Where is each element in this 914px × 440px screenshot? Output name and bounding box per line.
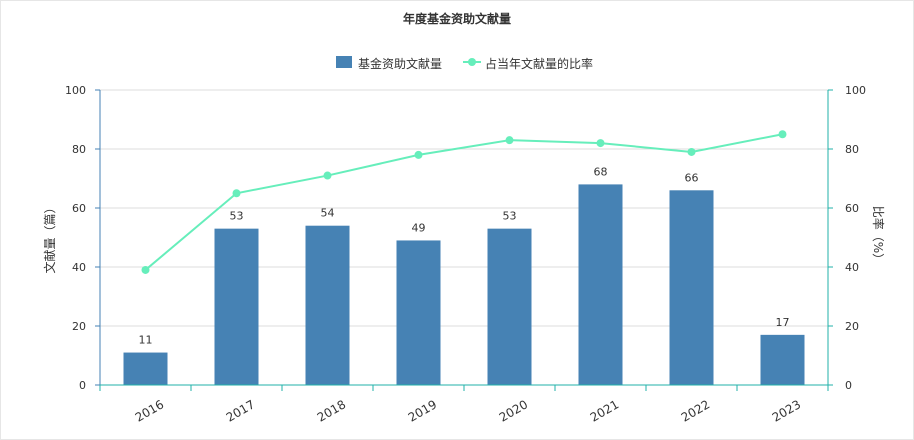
left-tick-label: 20	[72, 320, 86, 333]
bar	[214, 228, 259, 385]
left-axis-label: 文献量（篇）	[42, 201, 57, 273]
bar	[396, 240, 441, 385]
legend-line-label: 占当年文献量的比率	[485, 57, 594, 71]
ratio-point	[141, 265, 150, 274]
ratio-line	[144, 133, 783, 271]
bar	[123, 352, 168, 385]
x-axis-ticks: 2016 2017 2018 2019 2020 2021 2022 2023	[99, 385, 829, 425]
left-tick-label: 40	[72, 261, 86, 274]
left-axis-ticks: 0 20 40 60 80 100	[65, 84, 100, 392]
ratio-point	[687, 147, 696, 156]
bar	[669, 190, 714, 385]
left-tick-label: 0	[79, 379, 86, 392]
legend-bar-swatch	[336, 56, 352, 68]
ratio-point	[414, 150, 423, 159]
bar	[760, 334, 805, 385]
ratio-point	[505, 136, 514, 145]
ratio-point	[232, 189, 241, 198]
left-tick-label: 80	[72, 143, 86, 156]
bar-value-label: 66	[685, 171, 699, 184]
ratio-point	[778, 130, 787, 139]
right-tick-label: 0	[845, 379, 852, 392]
right-tick-label: 40	[845, 261, 859, 274]
line-series	[141, 130, 787, 274]
legend: 基金资助文献量 占当年文献量的比率	[0, 54, 914, 72]
x-tick-label: 2018	[315, 397, 348, 424]
right-tick-label: 20	[845, 320, 859, 333]
bar-value-label: 53	[230, 210, 244, 223]
x-tick-label: 2016	[133, 397, 166, 424]
right-tick-label: 60	[845, 202, 859, 215]
chart-title: 年度基金资助文献量	[402, 12, 511, 26]
ratio-point	[323, 171, 332, 180]
bar-value-label: 68	[594, 165, 608, 178]
legend-bar-label: 基金资助文献量	[358, 57, 443, 71]
bar-value-label: 53	[503, 210, 517, 223]
x-tick-label: 2017	[224, 397, 257, 424]
x-tick-label: 2022	[679, 397, 712, 424]
x-tick-label: 2021	[588, 397, 621, 424]
ratio-point	[596, 139, 605, 148]
right-axis-label: 比率（%）	[871, 206, 886, 265]
bar	[487, 228, 532, 385]
right-axis-ticks: 0 20 40 60 80 100	[828, 84, 866, 392]
legend-line-dot	[468, 58, 476, 66]
grid-lines	[100, 89, 828, 327]
bar-value-label: 11	[139, 334, 153, 347]
bar-value-label: 54	[321, 207, 335, 220]
x-tick-label: 2020	[497, 397, 530, 424]
x-tick-label: 2023	[770, 397, 803, 424]
bar-value-label: 17	[776, 316, 790, 329]
x-tick-label: 2019	[406, 397, 439, 424]
right-tick-label: 100	[845, 84, 866, 97]
bar-series	[123, 184, 805, 385]
bar-data-labels: 11 53 54 49 53 68 66 17	[139, 165, 790, 346]
left-tick-label: 60	[72, 202, 86, 215]
axes	[99, 90, 829, 386]
bar	[305, 225, 350, 385]
bar-value-label: 49	[412, 221, 426, 234]
left-tick-label: 100	[65, 84, 86, 97]
bar	[578, 184, 623, 385]
right-tick-label: 80	[845, 143, 859, 156]
